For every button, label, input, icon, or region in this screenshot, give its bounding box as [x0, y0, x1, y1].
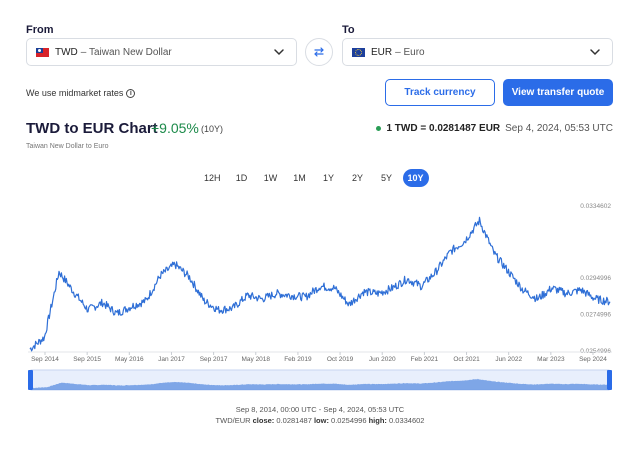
low-value: 0.0254996	[331, 416, 367, 425]
view-transfer-quote-button[interactable]: View transfer quote	[503, 79, 613, 106]
range-10y-button[interactable]: 10Y	[402, 169, 429, 187]
range-selector: 12H 1D 1W 1M 1Y 2Y 5Y 10Y	[199, 169, 432, 187]
chart-subtitle: Taiwan New Dollar to Euro	[26, 143, 109, 150]
change-period: (10Y)	[201, 124, 224, 134]
rate-value: 1 TWD = 0.0281487 EUR	[386, 123, 501, 134]
close-label: close:	[252, 416, 275, 425]
midmarket-note: We use midmarket rates i	[26, 88, 136, 98]
range-1d-button[interactable]: 1D	[235, 173, 248, 183]
swap-currencies-button[interactable]	[305, 38, 333, 66]
to-label: To	[342, 24, 355, 36]
from-currency-code: TWD	[55, 46, 78, 58]
chevron-down-icon	[590, 49, 600, 56]
info-icon[interactable]: i	[126, 88, 136, 98]
x-tick-label: Sep 2024	[579, 356, 607, 363]
close-value: 0.0281487	[276, 416, 312, 425]
high-label: high:	[368, 416, 387, 425]
from-currency-name: – Taiwan New Dollar	[80, 46, 172, 58]
x-tick-label: Feb 2019	[284, 356, 312, 363]
y-tick-label: 0.0334602	[580, 203, 611, 210]
y-tick-label: 0.0294996	[580, 275, 611, 282]
range-navigator[interactable]	[0, 368, 640, 394]
chevron-down-icon	[274, 49, 284, 56]
low-label: low:	[313, 416, 329, 425]
change-percent: +9.05%	[151, 120, 199, 136]
range-12h-button[interactable]: 12H	[204, 173, 221, 183]
rate-timestamp: Sep 4, 2024, 05:53 UTC	[505, 123, 613, 134]
x-tick-label: May 2016	[115, 356, 144, 363]
swap-arrows-icon	[314, 47, 324, 57]
range-2y-button[interactable]: 2Y	[352, 173, 364, 183]
x-tick-label: May 2018	[241, 356, 270, 363]
from-label: From	[26, 24, 54, 36]
date-range-text: Sep 8, 2014, 00:00 UTC - Sep 4, 2024, 05…	[235, 405, 405, 414]
range-1w-button[interactable]: 1W	[263, 173, 278, 183]
to-currency-code: EUR	[371, 46, 393, 58]
x-tick-label: Jan 2017	[158, 356, 185, 363]
x-tick-label: Jun 2020	[369, 356, 396, 363]
pair-name: TWD/EUR	[215, 416, 251, 425]
eu-flag-icon	[352, 47, 365, 57]
live-dot-icon	[376, 126, 382, 131]
rate-line	[29, 216, 611, 352]
track-currency-button[interactable]: Track currency	[385, 79, 495, 106]
x-tick-label: Oct 2019	[327, 356, 354, 363]
x-tick-label: Sep 2015	[73, 356, 101, 363]
x-tick-label: Sep 2014	[31, 356, 59, 363]
x-tick-label: Mar 2023	[537, 356, 565, 363]
navigator-area	[33, 378, 607, 390]
current-rate: 1 TWD = 0.0281487 EUR Sep 4, 2024, 05:53…	[376, 123, 613, 134]
pair-summary: TWD/EUR close: 0.0281487 low: 0.0254996 …	[0, 416, 640, 425]
chart-title: TWD to EUR Chart	[26, 120, 158, 137]
high-value: 0.0334602	[389, 416, 425, 425]
range-5y-button[interactable]: 5Y	[381, 173, 393, 183]
to-currency-select[interactable]: EUR – Euro	[342, 38, 613, 66]
range-1m-button[interactable]: 1M	[293, 173, 306, 183]
x-tick-label: Jun 2022	[495, 356, 522, 363]
y-tick-label: 0.0274996	[580, 312, 611, 319]
to-currency-name: – Euro	[395, 46, 425, 58]
navigator-right-handle[interactable]	[607, 370, 612, 390]
x-tick-label: Oct 2021	[453, 356, 480, 363]
x-tick-label: Sep 2017	[200, 356, 228, 363]
x-tick-label: Feb 2021	[411, 356, 439, 363]
taiwan-flag-icon	[36, 47, 49, 57]
range-1y-button[interactable]: 1Y	[323, 173, 335, 183]
from-currency-select[interactable]: TWD – Taiwan New Dollar	[26, 38, 297, 66]
midmarket-text: We use midmarket rates	[26, 88, 124, 98]
navigator-left-handle[interactable]	[28, 370, 33, 390]
